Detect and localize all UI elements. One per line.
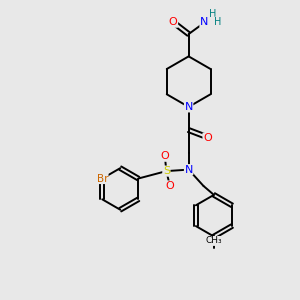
Text: S: S — [163, 166, 170, 176]
Text: N: N — [184, 165, 193, 175]
Text: N: N — [200, 17, 208, 27]
Text: H: H — [214, 17, 221, 27]
Text: Br: Br — [97, 173, 108, 184]
Text: N: N — [184, 102, 193, 112]
Text: CH₃: CH₃ — [206, 236, 222, 245]
Text: O: O — [160, 151, 169, 161]
Text: O: O — [166, 181, 174, 191]
Text: H: H — [209, 10, 216, 20]
Text: O: O — [169, 17, 178, 27]
Text: O: O — [203, 133, 212, 143]
